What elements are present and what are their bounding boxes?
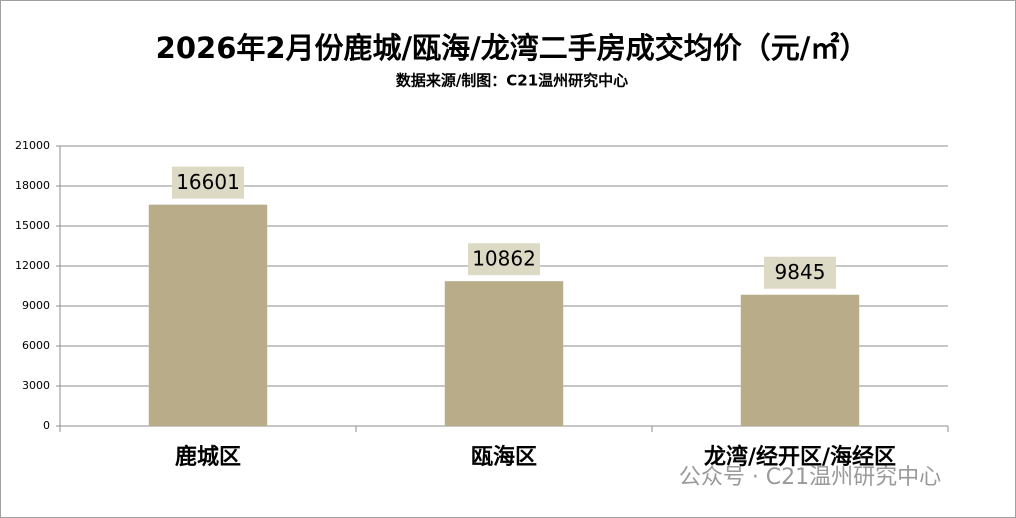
data-label: 16601 <box>176 170 240 194</box>
data-label-box <box>172 166 244 199</box>
y-tick-label: 9000 <box>22 299 50 312</box>
x-tick-label: 鹿城区 <box>175 444 241 470</box>
x-tick-label: 龙湾/经开区/海经区 <box>704 444 896 470</box>
y-tick-label: 21000 <box>15 139 50 152</box>
watermark: 公众号 · C21温州研究中心 <box>679 465 941 490</box>
data-label: 10862 <box>472 247 536 271</box>
y-tick-label: 0 <box>43 419 50 432</box>
bar <box>740 294 860 426</box>
chart-subtitle: 数据来源/制图：C21温州研究中心 <box>396 72 628 90</box>
y-tick-label: 15000 <box>15 219 50 232</box>
x-tick-label: 瓯海区 <box>471 444 537 470</box>
chart-title: 2026年2月份鹿城/瓯海/龙湾二手房成交均价（元/㎡） <box>156 31 869 65</box>
data-label-box <box>468 243 540 276</box>
y-tick-label: 6000 <box>22 339 50 352</box>
y-tick-label: 18000 <box>15 179 50 192</box>
y-tick-label: 12000 <box>15 259 50 272</box>
y-tick-label: 3000 <box>22 379 50 392</box>
data-label-box <box>764 256 836 289</box>
data-label: 9845 <box>775 260 826 284</box>
bar <box>444 281 564 426</box>
bar <box>148 204 268 426</box>
